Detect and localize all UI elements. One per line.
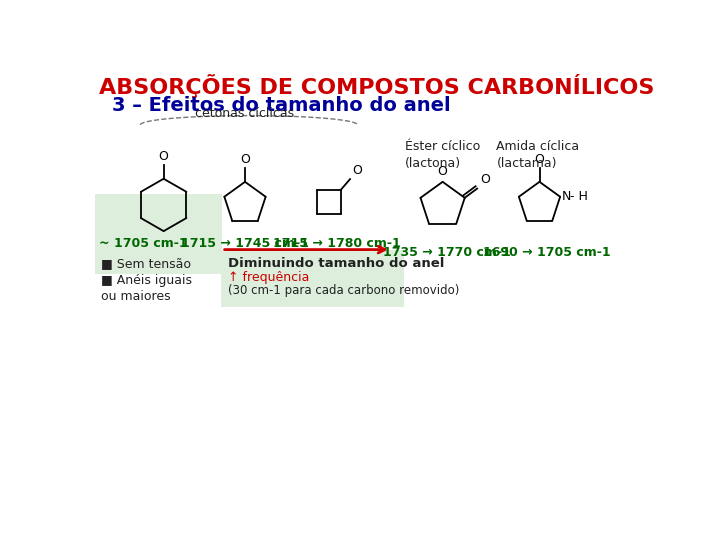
Text: ■ Anéis iguais
ou maiores: ■ Anéis iguais ou maiores <box>101 274 192 303</box>
Text: 1715 → 1745 cm-1: 1715 → 1745 cm-1 <box>181 237 309 250</box>
Text: O: O <box>438 165 448 178</box>
Text: 1735 → 1770 cm-1: 1735 → 1770 cm-1 <box>382 246 510 259</box>
Text: O: O <box>480 173 490 186</box>
Text: O: O <box>534 153 544 166</box>
Text: ↑ frequência: ↑ frequência <box>228 271 310 284</box>
Text: O: O <box>158 150 168 163</box>
Text: ABSORÇÕES DE COMPOSTOS CARBONÍLICOS: ABSORÇÕES DE COMPOSTOS CARBONÍLICOS <box>99 74 654 98</box>
Text: Diminuindo tamanho do anel: Diminuindo tamanho do anel <box>228 256 444 269</box>
Text: O: O <box>240 153 250 166</box>
Text: 3 – Efeitos do tamanho do anel: 3 – Efeitos do tamanho do anel <box>112 96 450 114</box>
Text: Amida cíclica
(lactama): Amida cíclica (lactama) <box>496 140 580 170</box>
Text: Éster cíclico
(lactona): Éster cíclico (lactona) <box>405 140 480 170</box>
Text: 1690 → 1705 cm-1: 1690 → 1705 cm-1 <box>483 246 611 259</box>
Text: ~ 1705 cm-1: ~ 1705 cm-1 <box>99 237 188 250</box>
Text: cetonas cíclicas: cetonas cíclicas <box>195 107 294 120</box>
Text: ■ Sem tensão: ■ Sem tensão <box>101 257 191 271</box>
Text: 1715 → 1780 cm-1: 1715 → 1780 cm-1 <box>273 237 400 250</box>
Text: - H: - H <box>570 190 588 203</box>
Text: N: N <box>562 190 571 203</box>
FancyBboxPatch shape <box>94 194 222 274</box>
Text: O: O <box>352 164 362 177</box>
FancyBboxPatch shape <box>221 251 404 307</box>
Text: (30 cm-1 para cada carbono removido): (30 cm-1 para cada carbono removido) <box>228 284 459 297</box>
